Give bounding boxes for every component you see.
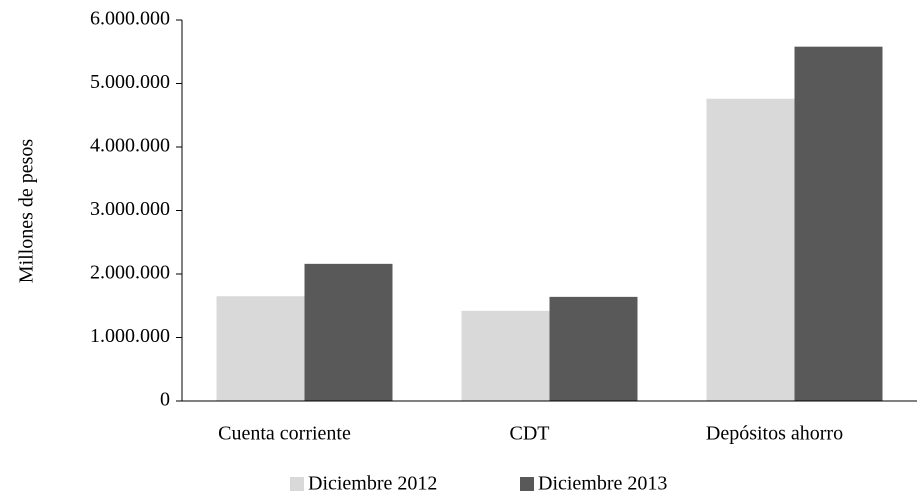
y-axis-label: Millones de pesos [16, 139, 38, 284]
y-tick-label: 6.000.000 [90, 8, 170, 30]
y-tick-label: 5.000.000 [90, 71, 170, 93]
bar [216, 296, 305, 401]
legend-swatch [520, 477, 534, 491]
y-tick-label: 2.000.000 [90, 262, 170, 284]
legend-swatch [290, 477, 304, 491]
x-tick-label: Depósitos ahorro [706, 423, 843, 445]
y-tick-label: 4.000.000 [90, 135, 170, 157]
x-tick-label: CDT [510, 423, 550, 445]
bar [706, 98, 795, 402]
bar [794, 46, 883, 402]
bar [549, 296, 638, 401]
y-tick-label: 1.000.000 [90, 325, 170, 347]
y-tick-label: 3.000.000 [90, 198, 170, 220]
x-tick-label: Cuenta corriente [218, 423, 351, 445]
legend-label: Diciembre 2012 [308, 473, 437, 495]
legend-label: Diciembre 2013 [538, 473, 667, 495]
bar [304, 263, 393, 401]
bar [461, 310, 550, 401]
y-tick-label: 0 [160, 389, 170, 411]
